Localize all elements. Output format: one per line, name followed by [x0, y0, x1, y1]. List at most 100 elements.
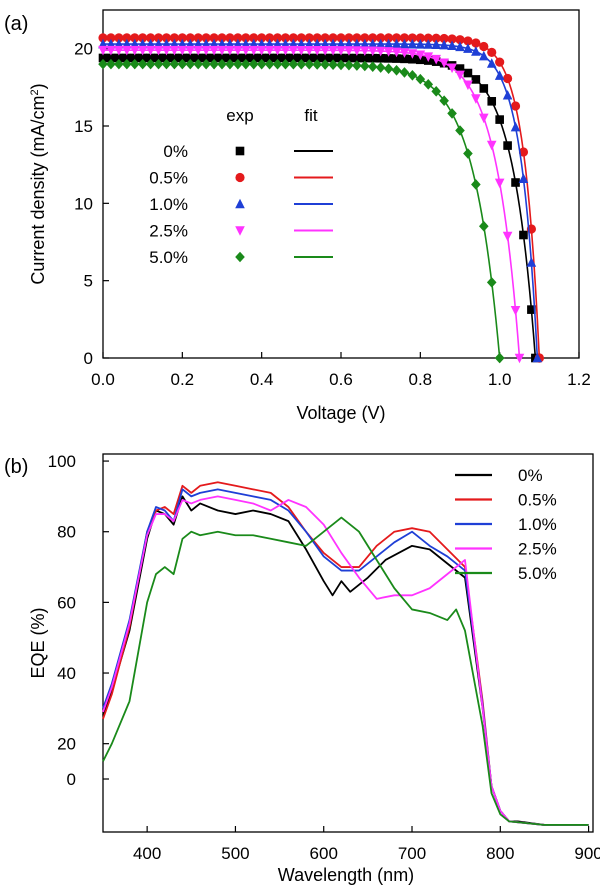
exp-point-2p5pct	[360, 46, 370, 56]
exp-point-2p5pct	[367, 46, 378, 57]
exp-point-2p5pct	[391, 47, 402, 58]
y-tick-label: 10	[74, 194, 93, 213]
legend-label: 5.0%	[149, 248, 188, 267]
exp-point-0pct	[201, 53, 211, 63]
exp-point-5p0pct	[233, 58, 243, 70]
exp-point-5p0pct	[494, 352, 505, 364]
exp-point-2p5pct	[344, 46, 354, 56]
exp-point-0p5pct	[98, 33, 108, 43]
exp-point-5p0pct	[169, 58, 180, 70]
exp-point-0p5pct	[288, 33, 298, 43]
x-tick-label: 0.0	[91, 370, 115, 389]
exp-point-0pct	[519, 230, 528, 240]
y-tick-label: 0	[67, 770, 76, 789]
y-tick-label: 20	[74, 40, 93, 59]
exp-point-0p5pct	[495, 57, 505, 67]
exp-point-0p5pct	[384, 33, 394, 43]
exp-point-0pct	[249, 53, 259, 63]
exp-point-0p5pct	[471, 38, 481, 48]
exp-point-0pct	[384, 54, 393, 63]
x-tick-label: 1.2	[567, 370, 591, 389]
exp-point-1p0pct	[486, 58, 497, 68]
legend-label: 5.0%	[518, 564, 557, 583]
panel-b-plot-frame	[102, 453, 594, 833]
exp-point-2p5pct	[383, 47, 394, 57]
exp-point-0p5pct	[257, 33, 267, 43]
exp-point-2p5pct	[514, 353, 525, 364]
exp-point-0pct	[122, 53, 132, 63]
exp-point-5p0pct	[145, 58, 156, 70]
exp-point-2p5pct	[479, 113, 489, 124]
exp-point-1p0pct	[463, 43, 473, 53]
exp-point-0p5pct	[328, 33, 338, 43]
exp-point-2p5pct	[256, 45, 267, 56]
exp-point-0p5pct	[336, 33, 346, 43]
exp-point-1p0pct	[320, 38, 330, 49]
exp-point-2p5pct	[209, 45, 219, 56]
exp-point-2p5pct	[320, 45, 330, 56]
legend-label: 0%	[518, 466, 543, 485]
exp-point-0pct	[233, 53, 243, 63]
exp-point-0p5pct	[407, 33, 417, 43]
exp-point-0p5pct	[193, 33, 203, 43]
exp-point-1p0pct	[280, 38, 291, 49]
exp-point-5p0pct	[415, 73, 426, 85]
exp-point-2p5pct	[248, 45, 259, 56]
exp-point-5p0pct	[177, 58, 188, 70]
exp-point-0pct	[487, 97, 497, 106]
exp-point-2p5pct	[177, 45, 188, 56]
exp-point-0pct	[392, 54, 401, 63]
exp-point-0pct	[281, 53, 290, 63]
exp-point-0p5pct	[272, 33, 283, 43]
exp-point-1p0pct	[375, 38, 386, 49]
exp-point-5p0pct	[479, 220, 489, 232]
exp-point-2p5pct	[201, 45, 211, 56]
exp-point-5p0pct	[129, 58, 140, 70]
exp-point-0p5pct	[479, 41, 489, 52]
x-tick-label: 600	[310, 844, 338, 863]
exp-point-0pct	[98, 53, 108, 63]
exp-point-2p5pct	[423, 52, 434, 62]
exp-point-0p5pct	[161, 33, 172, 43]
eqe-line-0pct	[102, 495, 589, 826]
exp-point-2p5pct	[241, 45, 251, 56]
panel-b-y-ticks: 100 80 60 40 20 0	[48, 452, 109, 789]
exp-point-5p0pct	[486, 277, 497, 288]
exp-point-1p0pct	[344, 38, 354, 49]
y-tick-label: 20	[57, 735, 76, 754]
exp-point-2p5pct	[225, 45, 235, 56]
legend-label: 0.5%	[149, 169, 188, 188]
exp-point-2p5pct	[217, 45, 227, 56]
panel-a-x-axis-label: Voltage (V)	[296, 403, 385, 423]
exp-point-0pct	[376, 53, 385, 63]
exp-point-5p0pct	[106, 58, 116, 70]
x-tick-label: 900	[574, 844, 600, 863]
exp-point-2p5pct	[510, 306, 521, 316]
exp-point-2p5pct	[296, 45, 307, 56]
exp-point-2p5pct	[431, 54, 441, 65]
exp-point-0p5pct	[391, 33, 402, 43]
exp-point-5p0pct	[217, 58, 227, 70]
exp-point-2p5pct	[304, 45, 315, 56]
exp-point-0pct	[178, 53, 187, 63]
exp-point-0pct	[400, 54, 409, 64]
exp-point-2p5pct	[153, 45, 164, 56]
exp-point-1p0pct	[304, 38, 315, 49]
exp-point-0p5pct	[249, 33, 259, 43]
exp-point-0p5pct	[320, 33, 330, 43]
exp-point-2p5pct	[264, 45, 275, 56]
exp-point-1p0pct	[431, 39, 441, 49]
exp-point-5p0pct	[344, 59, 354, 71]
exp-point-5p0pct	[185, 58, 196, 70]
exp-point-5p0pct	[423, 79, 434, 90]
exp-point-0p5pct	[360, 33, 370, 43]
exp-point-0pct	[209, 53, 219, 63]
exp-point-0pct	[312, 53, 322, 63]
panel-a-y-axis-label: Current density (mA/cm2)	[28, 83, 48, 284]
exp-point-2p5pct	[193, 45, 203, 56]
exp-point-5p0pct	[447, 108, 457, 119]
y-tick-label: 0	[84, 349, 93, 368]
exp-point-0p5pct	[217, 33, 227, 43]
eqe-line-1p0pct	[102, 488, 589, 826]
exp-point-0p5pct	[114, 33, 124, 43]
